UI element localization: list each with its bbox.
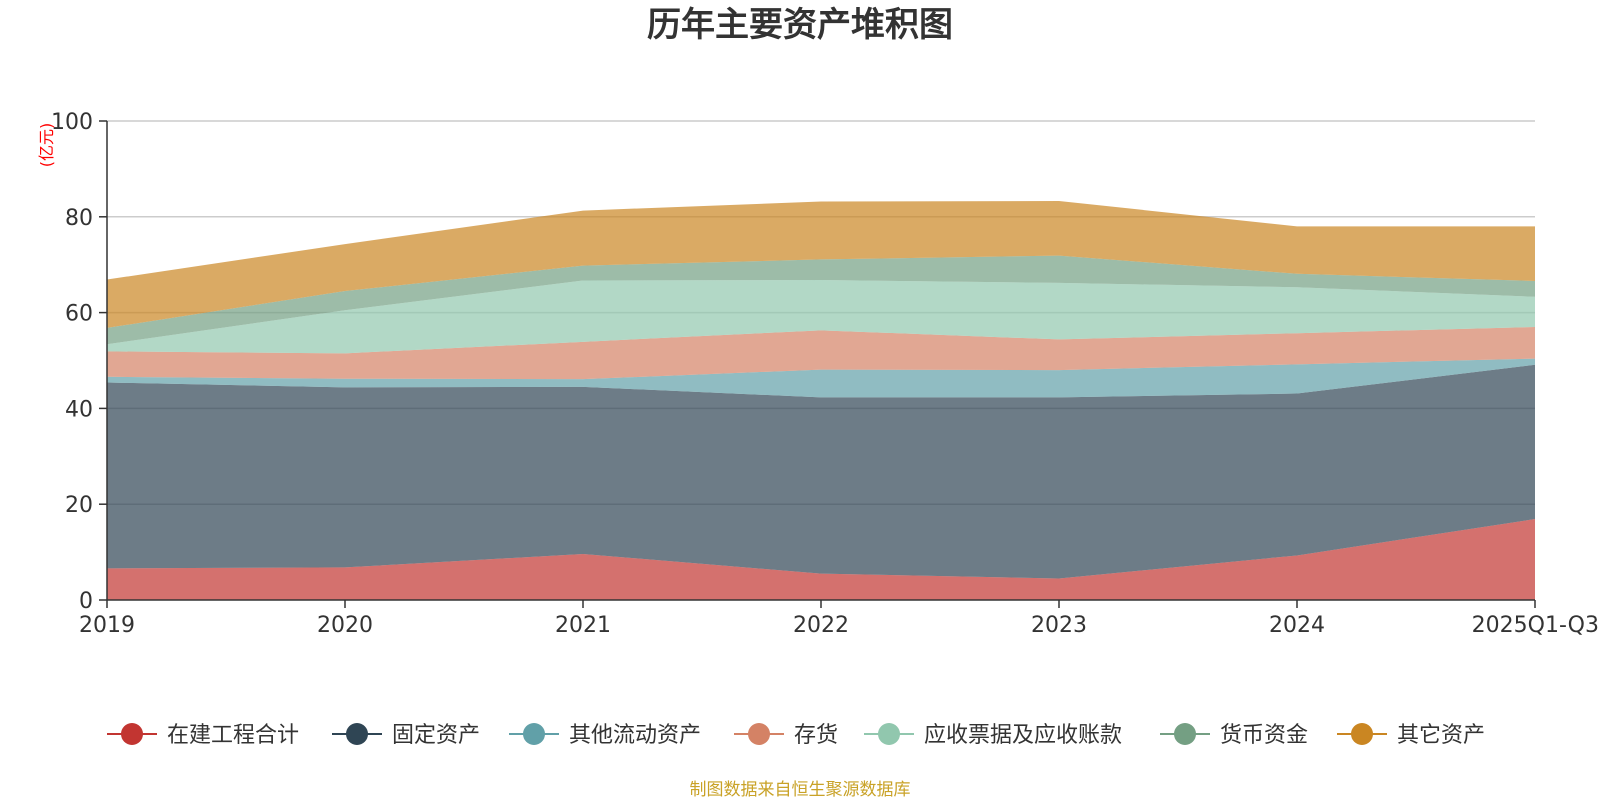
legend-label: 固定资产 [392,723,480,748]
area-series-6 [107,255,1535,345]
x-tick-label: 2019 [79,613,135,638]
x-tick-label: 2022 [793,613,849,638]
legend-marker [346,723,368,745]
area-series-5 [107,280,1535,354]
x-tick-label: 2023 [1031,613,1087,638]
legend-label: 货币资金 [1220,723,1308,748]
area-series-group [107,200,1535,600]
legend-item-7[interactable]: 其它资产 [1337,723,1485,748]
y-tick-label: 0 [79,589,93,614]
y-tick-label: 40 [65,397,93,422]
legend-item-4[interactable]: 存货 [734,723,838,748]
legend-marker [748,723,770,745]
legend-marker [1174,723,1196,745]
x-tick-label: 2020 [317,613,373,638]
legend-marker [121,723,143,745]
area-series-4 [107,326,1535,380]
area-series-2 [107,364,1535,579]
legend-item-2[interactable]: 固定资产 [332,723,480,748]
legend-label: 应收票据及应收账款 [924,723,1122,748]
legend-marker [1351,723,1373,745]
y-axis-ticks: 0 20 40 60 80 100 [51,110,107,614]
legend-label: 存货 [794,723,838,748]
y-tick-label: 20 [65,493,93,518]
x-tick-label: 2024 [1269,613,1325,638]
x-axis-ticks: 2019 2020 2021 2022 2023 2024 2025Q1-Q3 [79,600,1599,638]
y-axis-unit-label: (亿元) [37,123,56,168]
source-note: 制图数据来自恒生聚源数据库 [690,780,911,800]
chart-title: 历年主要资产堆积图 [647,5,953,45]
x-tick-label: 2025Q1-Q3 [1472,613,1599,638]
legend: 在建工程合计 固定资产 其他流动资产 存货 应收票据及应收账款 货币资金 其它资产 [107,723,1485,748]
legend-marker [523,723,545,745]
legend-marker [878,723,900,745]
y-tick-label: 60 [65,302,93,327]
legend-item-6[interactable]: 货币资金 [1160,723,1308,748]
area-series-1 [107,519,1535,600]
legend-item-5[interactable]: 应收票据及应收账款 [864,723,1122,748]
x-tick-label: 2021 [555,613,611,638]
y-tick-label: 80 [65,206,93,231]
legend-label: 在建工程合计 [167,723,299,748]
y-tick-label: 100 [51,110,93,135]
legend-item-3[interactable]: 其他流动资产 [509,723,701,748]
legend-label: 其它资产 [1397,723,1485,748]
legend-label: 其他流动资产 [569,723,701,748]
area-series-7 [107,200,1535,328]
area-series-3 [107,358,1535,398]
legend-item-1[interactable]: 在建工程合计 [107,723,299,748]
